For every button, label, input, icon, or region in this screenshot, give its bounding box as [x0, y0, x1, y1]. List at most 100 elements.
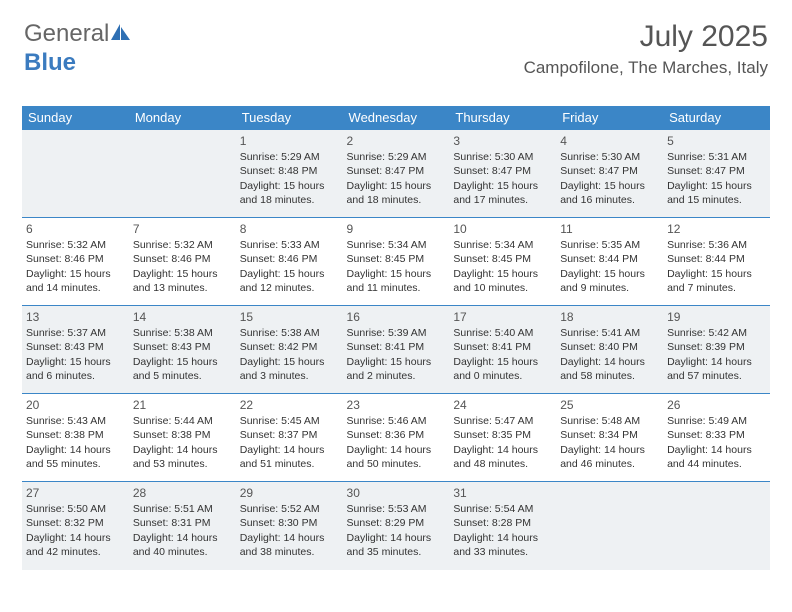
day-number: 17 — [453, 309, 552, 325]
daylight-text: Daylight: 15 hours — [347, 267, 446, 281]
day-number: 11 — [560, 221, 659, 237]
daylight-text: Daylight: 14 hours — [240, 443, 339, 457]
calendar-cell: 1Sunrise: 5:29 AMSunset: 8:48 PMDaylight… — [236, 130, 343, 218]
calendar-body: 1Sunrise: 5:29 AMSunset: 8:48 PMDaylight… — [22, 130, 770, 570]
calendar-cell: 20Sunrise: 5:43 AMSunset: 8:38 PMDayligh… — [22, 394, 129, 482]
weekday-header: Saturday — [663, 106, 770, 130]
daylight-text: Daylight: 15 hours — [133, 355, 232, 369]
calendar-table: SundayMondayTuesdayWednesdayThursdayFrid… — [22, 106, 770, 570]
weekday-header: Wednesday — [343, 106, 450, 130]
daylight-text: and 17 minutes. — [453, 193, 552, 207]
month-title: July 2025 — [524, 20, 768, 54]
daylight-text: Daylight: 15 hours — [26, 355, 125, 369]
calendar-cell: 14Sunrise: 5:38 AMSunset: 8:43 PMDayligh… — [129, 306, 236, 394]
day-number: 13 — [26, 309, 125, 325]
day-number: 1 — [240, 133, 339, 149]
calendar-cell: 24Sunrise: 5:47 AMSunset: 8:35 PMDayligh… — [449, 394, 556, 482]
day-number: 29 — [240, 485, 339, 501]
sunset-text: Sunset: 8:47 PM — [667, 164, 766, 178]
sunrise-text: Sunrise: 5:53 AM — [347, 502, 446, 516]
sunrise-text: Sunrise: 5:40 AM — [453, 326, 552, 340]
day-number: 28 — [133, 485, 232, 501]
calendar-cell: 4Sunrise: 5:30 AMSunset: 8:47 PMDaylight… — [556, 130, 663, 218]
day-number: 8 — [240, 221, 339, 237]
daylight-text: and 16 minutes. — [560, 193, 659, 207]
daylight-text: Daylight: 14 hours — [26, 531, 125, 545]
sunset-text: Sunset: 8:41 PM — [453, 340, 552, 354]
daylight-text: and 46 minutes. — [560, 457, 659, 471]
sunset-text: Sunset: 8:47 PM — [560, 164, 659, 178]
calendar-cell: 18Sunrise: 5:41 AMSunset: 8:40 PMDayligh… — [556, 306, 663, 394]
day-number: 2 — [347, 133, 446, 149]
calendar-cell: 13Sunrise: 5:37 AMSunset: 8:43 PMDayligh… — [22, 306, 129, 394]
daylight-text: and 44 minutes. — [667, 457, 766, 471]
daylight-text: Daylight: 15 hours — [453, 179, 552, 193]
calendar-cell: 10Sunrise: 5:34 AMSunset: 8:45 PMDayligh… — [449, 218, 556, 306]
sunset-text: Sunset: 8:30 PM — [240, 516, 339, 530]
day-number: 22 — [240, 397, 339, 413]
daylight-text: Daylight: 15 hours — [453, 267, 552, 281]
daylight-text: Daylight: 14 hours — [133, 531, 232, 545]
sunset-text: Sunset: 8:41 PM — [347, 340, 446, 354]
daylight-text: Daylight: 15 hours — [667, 179, 766, 193]
calendar-cell: 31Sunrise: 5:54 AMSunset: 8:28 PMDayligh… — [449, 482, 556, 570]
day-number: 12 — [667, 221, 766, 237]
sunrise-text: Sunrise: 5:42 AM — [667, 326, 766, 340]
sunset-text: Sunset: 8:45 PM — [347, 252, 446, 266]
sunset-text: Sunset: 8:34 PM — [560, 428, 659, 442]
daylight-text: Daylight: 15 hours — [26, 267, 125, 281]
daylight-text: Daylight: 15 hours — [347, 179, 446, 193]
calendar-cell: 11Sunrise: 5:35 AMSunset: 8:44 PMDayligh… — [556, 218, 663, 306]
daylight-text: and 57 minutes. — [667, 369, 766, 383]
daylight-text: Daylight: 14 hours — [240, 531, 339, 545]
daylight-text: Daylight: 15 hours — [560, 267, 659, 281]
sunrise-text: Sunrise: 5:31 AM — [667, 150, 766, 164]
daylight-text: Daylight: 15 hours — [240, 267, 339, 281]
calendar-cell: 12Sunrise: 5:36 AMSunset: 8:44 PMDayligh… — [663, 218, 770, 306]
calendar-cell: 7Sunrise: 5:32 AMSunset: 8:46 PMDaylight… — [129, 218, 236, 306]
calendar-cell: 25Sunrise: 5:48 AMSunset: 8:34 PMDayligh… — [556, 394, 663, 482]
sunrise-text: Sunrise: 5:47 AM — [453, 414, 552, 428]
day-number: 10 — [453, 221, 552, 237]
sunrise-text: Sunrise: 5:50 AM — [26, 502, 125, 516]
daylight-text: and 3 minutes. — [240, 369, 339, 383]
sunset-text: Sunset: 8:31 PM — [133, 516, 232, 530]
sunrise-text: Sunrise: 5:29 AM — [240, 150, 339, 164]
weekday-header: Sunday — [22, 106, 129, 130]
daylight-text: and 40 minutes. — [133, 545, 232, 559]
weekday-header: Tuesday — [236, 106, 343, 130]
sunrise-text: Sunrise: 5:43 AM — [26, 414, 125, 428]
sunrise-text: Sunrise: 5:41 AM — [560, 326, 659, 340]
sunrise-text: Sunrise: 5:37 AM — [26, 326, 125, 340]
calendar-cell: 22Sunrise: 5:45 AMSunset: 8:37 PMDayligh… — [236, 394, 343, 482]
day-number: 21 — [133, 397, 232, 413]
sunset-text: Sunset: 8:37 PM — [240, 428, 339, 442]
day-number: 25 — [560, 397, 659, 413]
daylight-text: Daylight: 14 hours — [26, 443, 125, 457]
calendar-cell: 19Sunrise: 5:42 AMSunset: 8:39 PMDayligh… — [663, 306, 770, 394]
sunrise-text: Sunrise: 5:39 AM — [347, 326, 446, 340]
sunset-text: Sunset: 8:38 PM — [26, 428, 125, 442]
sunset-text: Sunset: 8:45 PM — [453, 252, 552, 266]
calendar-cell: 21Sunrise: 5:44 AMSunset: 8:38 PMDayligh… — [129, 394, 236, 482]
sail-icon — [111, 21, 131, 49]
day-number: 19 — [667, 309, 766, 325]
brand-text-1: General — [24, 20, 109, 47]
calendar-cell: 16Sunrise: 5:39 AMSunset: 8:41 PMDayligh… — [343, 306, 450, 394]
daylight-text: and 38 minutes. — [240, 545, 339, 559]
day-number: 16 — [347, 309, 446, 325]
day-number: 4 — [560, 133, 659, 149]
sunset-text: Sunset: 8:47 PM — [453, 164, 552, 178]
calendar-cell: 3Sunrise: 5:30 AMSunset: 8:47 PMDaylight… — [449, 130, 556, 218]
daylight-text: Daylight: 15 hours — [453, 355, 552, 369]
daylight-text: and 50 minutes. — [347, 457, 446, 471]
weekday-header: Monday — [129, 106, 236, 130]
daylight-text: Daylight: 14 hours — [453, 531, 552, 545]
header-right: July 2025 Campofilone, The Marches, Ital… — [524, 20, 768, 78]
sunset-text: Sunset: 8:46 PM — [240, 252, 339, 266]
daylight-text: and 6 minutes. — [26, 369, 125, 383]
sunset-text: Sunset: 8:43 PM — [26, 340, 125, 354]
daylight-text: Daylight: 14 hours — [667, 355, 766, 369]
daylight-text: Daylight: 15 hours — [133, 267, 232, 281]
calendar-cell: 8Sunrise: 5:33 AMSunset: 8:46 PMDaylight… — [236, 218, 343, 306]
